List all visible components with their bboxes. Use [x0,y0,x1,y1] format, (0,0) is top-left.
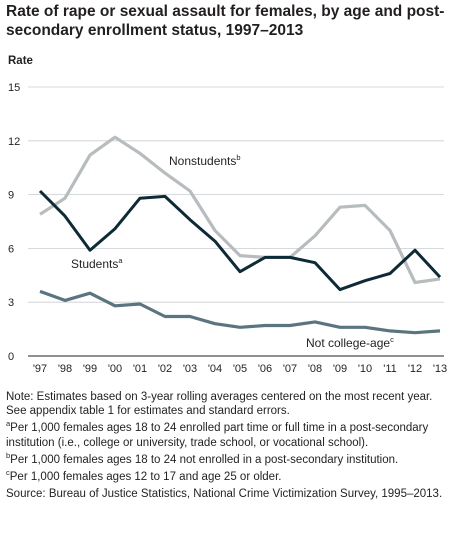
x-tick-label: '08 [308,363,322,375]
footnote-b: bPer 1,000 females ages 18 to 24 not enr… [6,450,446,467]
footnote-c-marker: c [6,468,10,478]
x-tick-label: '09 [333,363,347,375]
x-tick-label: '00 [108,363,122,375]
footnote-marker: b [236,153,240,162]
x-tick-label: '04 [208,363,222,375]
y-tick-label: 15 [8,82,20,94]
nonstudents-label: Nonstudentsb [169,153,241,168]
y-tick-label: 9 [8,190,14,202]
nonstudents-line [39,135,441,285]
footnote-b-marker: b [6,450,11,460]
x-tick-label: '03 [183,363,197,375]
footnote-marker: a [118,256,123,265]
grid-lines [28,86,444,357]
x-tick-label: '01 [133,363,147,375]
y-tick-label: 0 [8,351,14,363]
x-tick-label: '13 [433,363,447,375]
y-tick-labels: 0 3 6 9 12 15 [8,82,20,363]
x-tick-label: '06 [258,363,272,375]
x-tick-label: '05 [233,363,247,375]
chart-title: Rate of rape or sexual assault for femal… [6,3,445,39]
y-axis-label: Rate [8,55,33,67]
x-tick-label: '98 [58,363,72,375]
students-line [38,189,442,292]
footnote-c: cPer 1,000 females ages 12 to 17 and age… [6,468,446,484]
notes-section: Note: Estimates based on 3-year rolling … [6,390,446,504]
not-college-age-line [39,289,441,335]
x-tick-label: '97 [33,363,47,375]
note-text: Note: Estimates based on 3-year rolling … [6,391,433,418]
y-tick-label: 12 [8,136,20,148]
x-tick-labels: '97 '98 '99 '00 '01 '02 '03 '04 '05 '06 '07 '08 '09 '… [33,363,447,375]
source-text: Source: Bureau of Justice Statistics, Na… [6,488,443,501]
footnote-a-text: Per 1,000 females ages 18 to 24 enrolled… [6,422,429,449]
students-label: Studentsa [71,256,123,271]
footnote-a-marker: a [6,419,11,429]
series-lines [38,135,442,335]
not-college-age-label: Not college-agec [306,335,394,350]
x-tick-label: '10 [358,363,372,375]
y-tick-label: 6 [8,243,14,255]
x-tick-label: '99 [83,363,97,375]
series-labels: Nonstudentsb Studentsa Not college-agec [71,153,394,350]
footnote-b-text: Per 1,000 females ages 18 to 24 not enro… [10,453,399,466]
x-tick-label: '12 [408,363,422,375]
x-tick-label: '02 [158,363,172,375]
footnote-a: aPer 1,000 females ages 18 to 24 enrolle… [6,419,446,449]
x-tick-label: '07 [283,363,297,375]
x-tick-label: '11 [383,363,397,375]
y-tick-label: 3 [8,297,14,309]
footnote-c-text: Per 1,000 females ages 12 to 17 and age … [9,471,282,484]
footnote-marker: c [390,335,394,344]
